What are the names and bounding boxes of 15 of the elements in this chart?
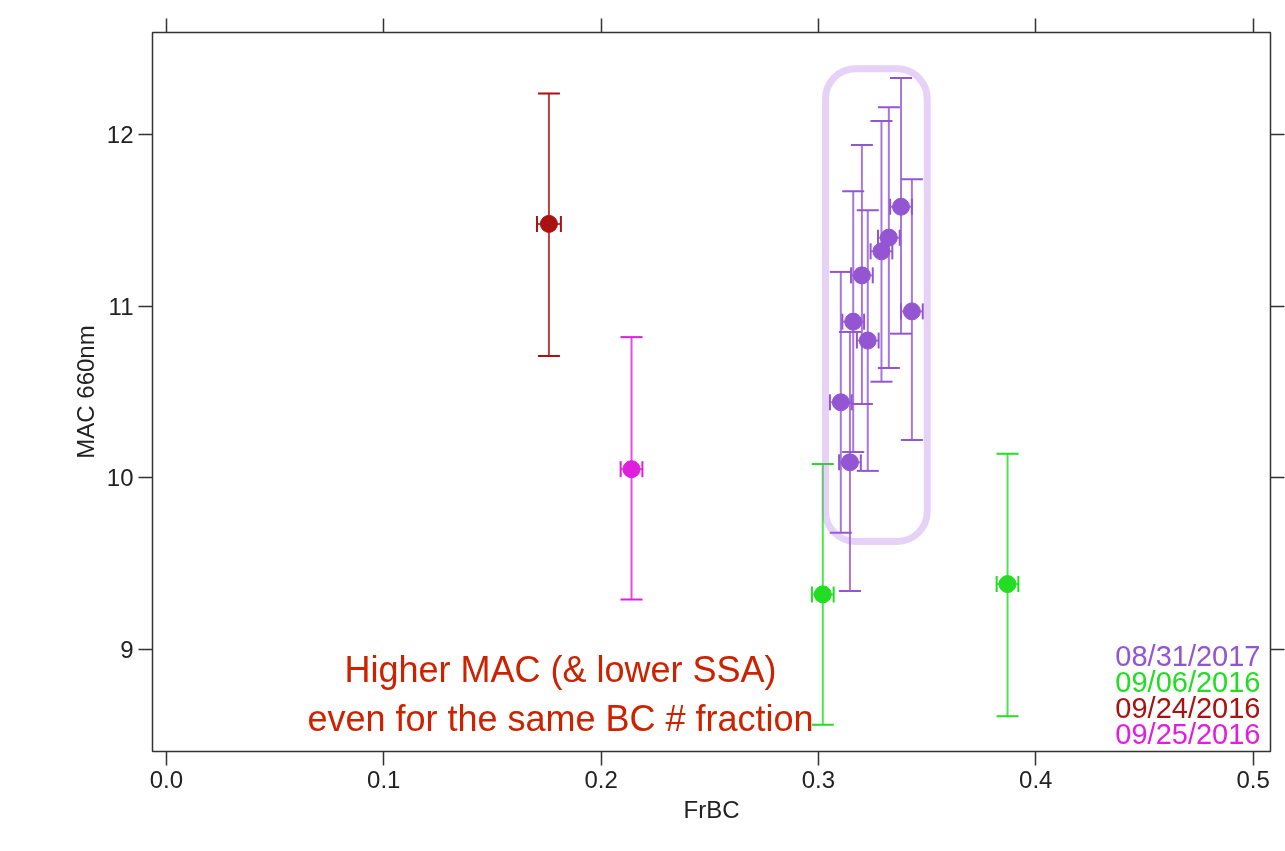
- y-tick-label: 11: [108, 292, 134, 320]
- annotation: Higher MAC (& lower SSA) even for the same BC # fraction: [307, 649, 814, 740]
- x-tick-label: 0.0: [149, 765, 184, 793]
- point: [539, 214, 558, 233]
- x-tick-label: 0.3: [801, 765, 836, 793]
- y-tick-label: 10: [106, 464, 134, 492]
- text: 09/25/2016: [1115, 717, 1261, 750]
- x-tick-label: 0.5: [1236, 765, 1270, 793]
- x-tick-label: 0.4: [1019, 765, 1053, 793]
- y-axis-title: MAC 660nm: [71, 325, 99, 459]
- x-tick-label: 0.1: [367, 765, 401, 793]
- x-tick-label: 0.2: [584, 765, 618, 793]
- y-tick-label: 9: [120, 635, 134, 663]
- x-axis-title: FrBC: [683, 795, 740, 823]
- y-tick-label: 12: [106, 121, 134, 149]
